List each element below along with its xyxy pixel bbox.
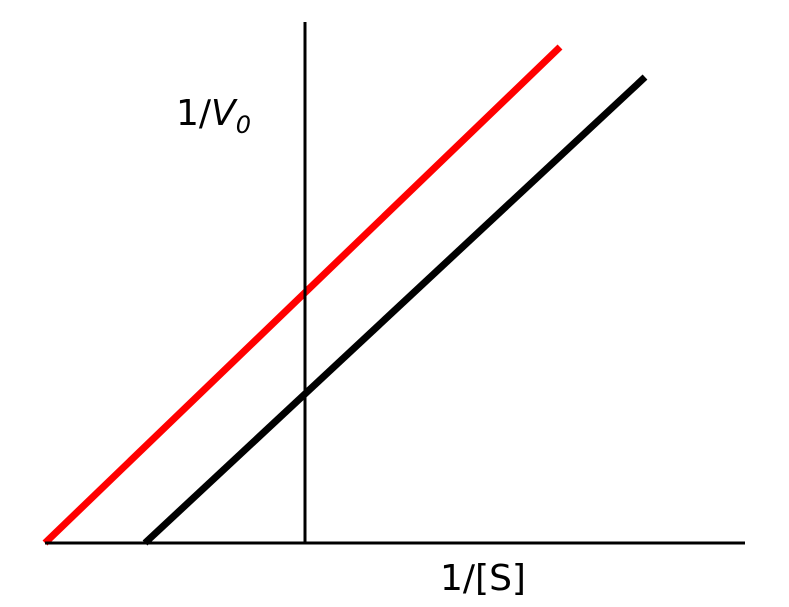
- series-line-2: [142, 74, 648, 546]
- y-axis-label-variable: V: [211, 93, 238, 134]
- x-axis-label: 1/[S]: [440, 558, 526, 599]
- y-axis-label-prefix: 1/: [176, 93, 212, 134]
- series-layer: [42, 44, 648, 546]
- y-axis-label: 1/V0: [176, 93, 251, 139]
- y-axis-label-subscript: 0: [236, 111, 251, 139]
- series-line-1: [42, 44, 563, 546]
